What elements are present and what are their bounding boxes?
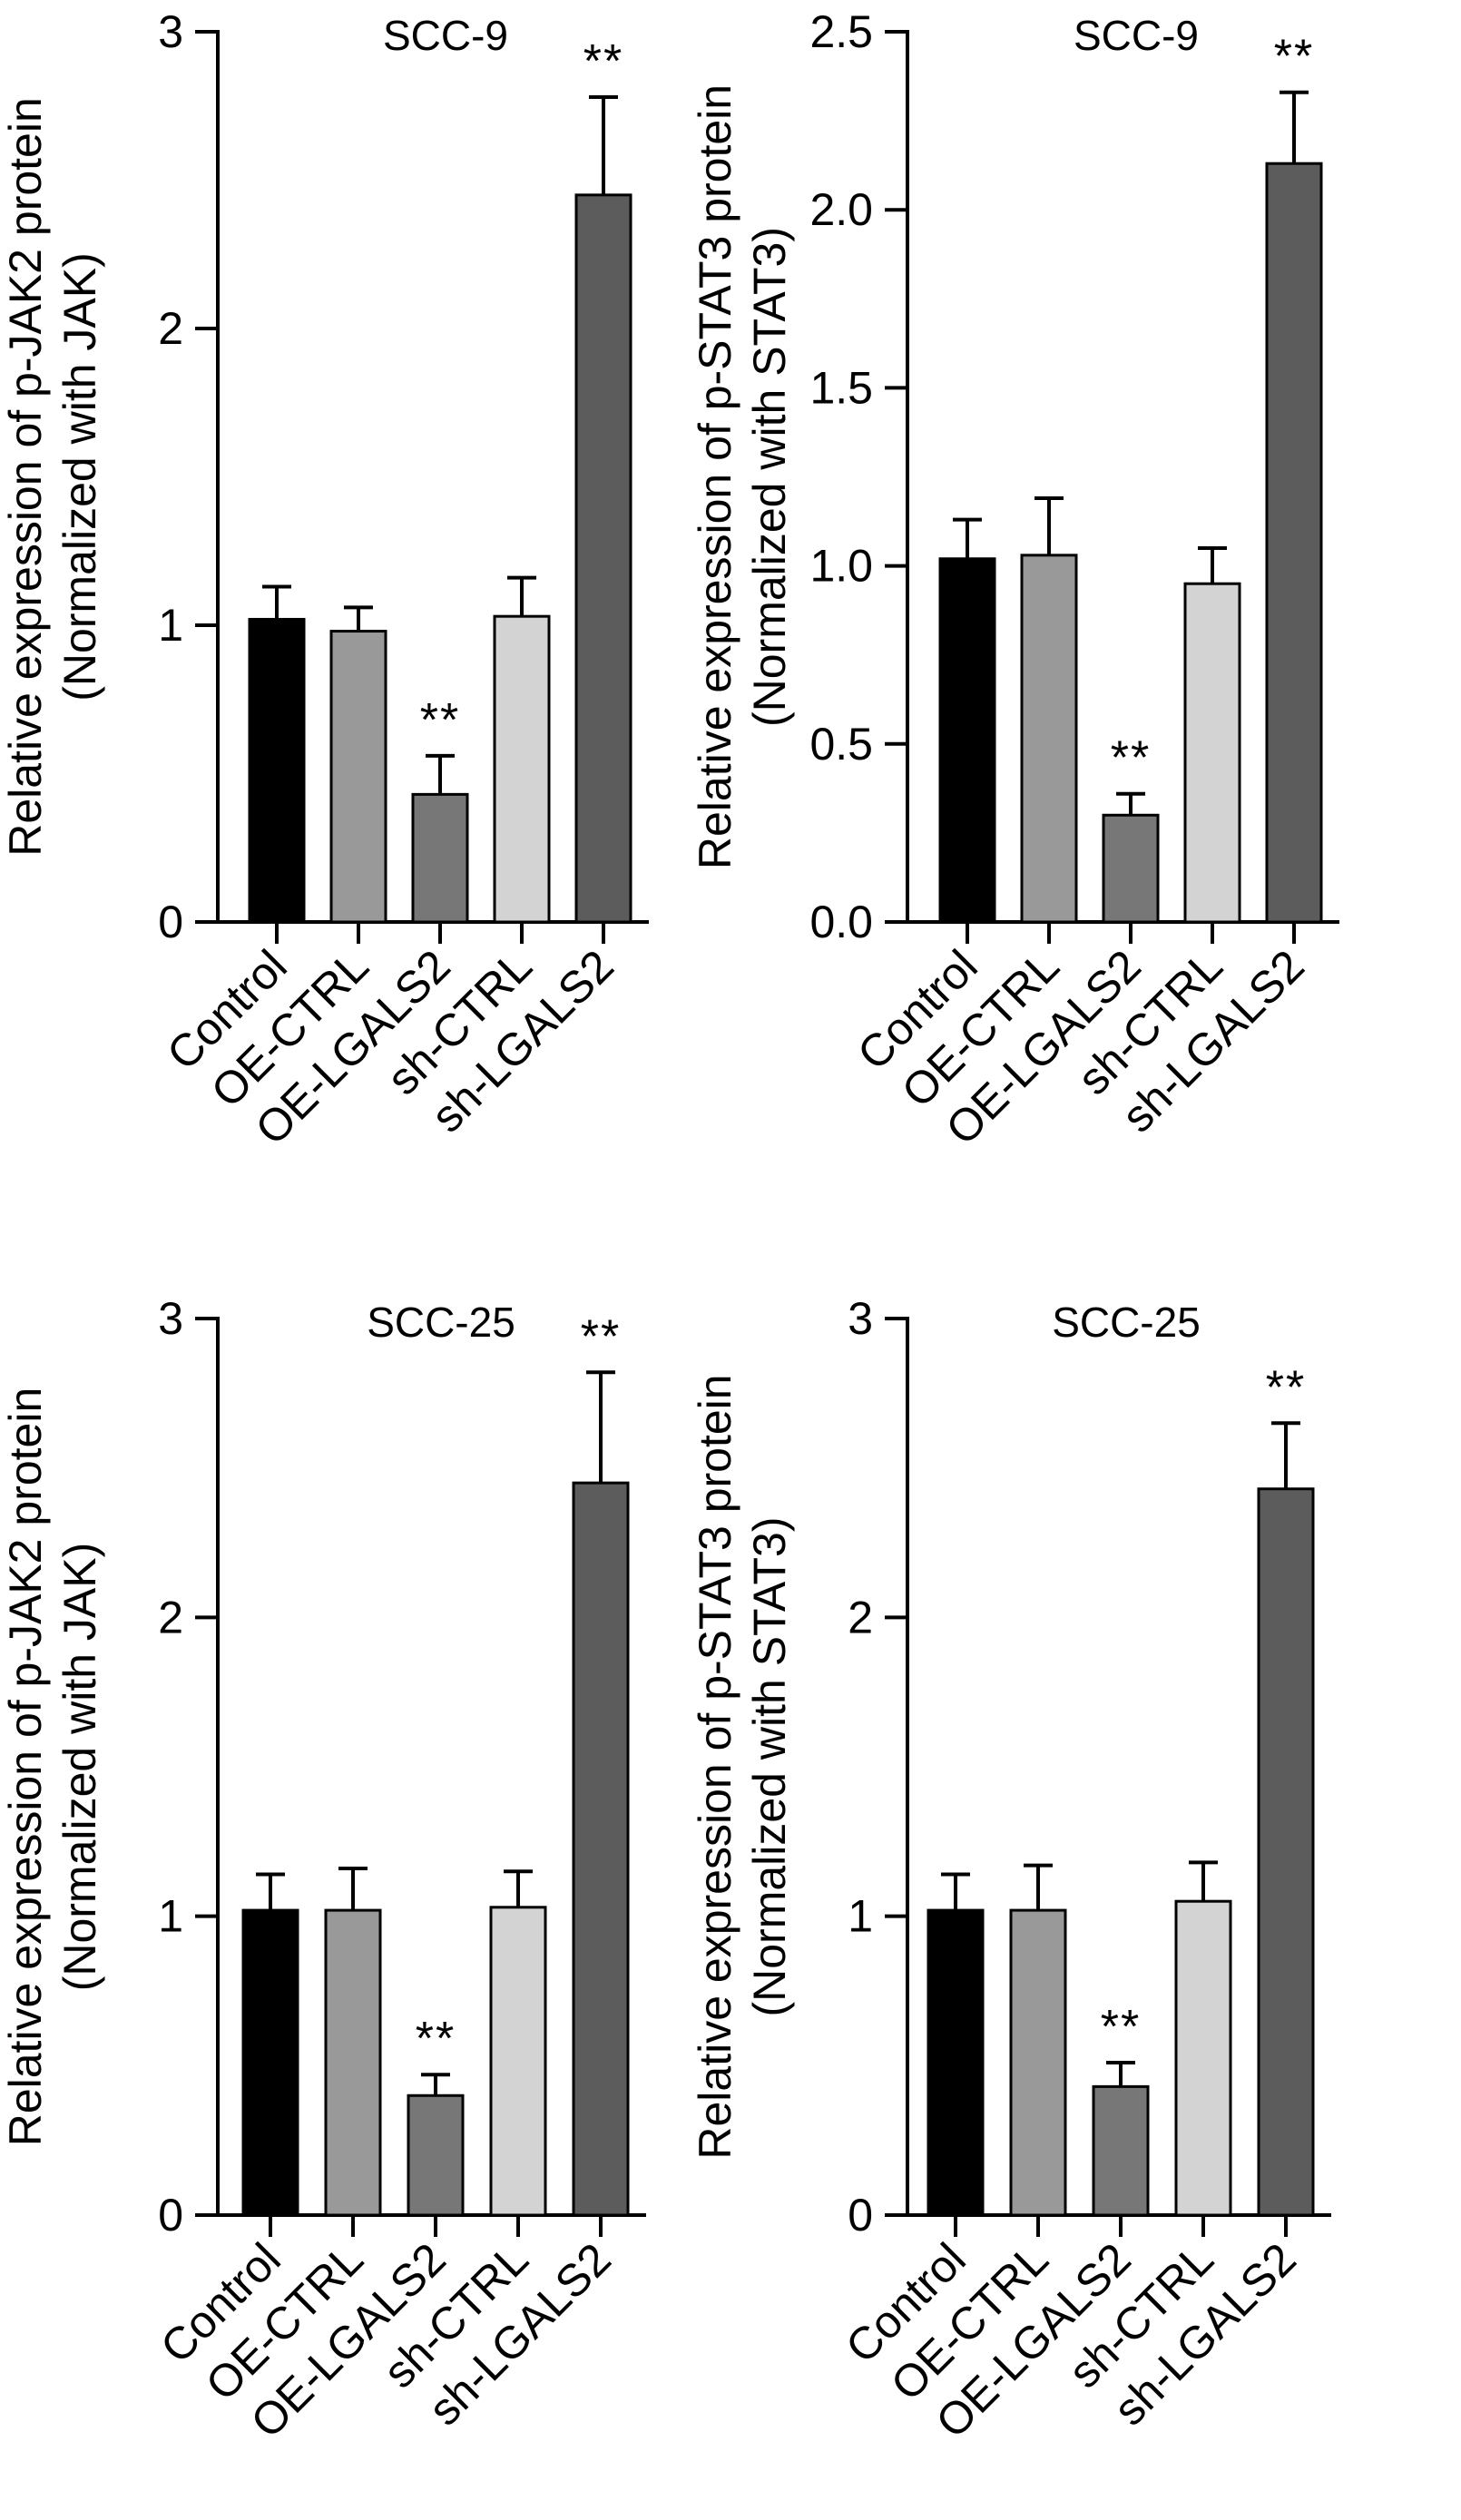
bar-oe-lgals2 [407, 2093, 465, 2217]
panel-title: SCC-25 [367, 1299, 515, 1346]
y-axis-subtitle: (Normalized with STAT3) [744, 1516, 795, 2016]
significance-marker: ** [583, 35, 623, 88]
y-tick-label: 1 [848, 1891, 873, 1942]
y-tick-label: 3 [848, 1293, 873, 1344]
y-tick-label: 2 [158, 303, 183, 354]
bar-sh-lgals2 [1265, 162, 1323, 924]
chart-panel-scc25-stat3: 0123ControlOE-CTRL**OE-LGALS2sh-CTRL**sh… [690, 1293, 1331, 2447]
panel-title: SCC-9 [1074, 12, 1199, 59]
y-axis-subtitle: (Normalized with STAT3) [744, 227, 795, 727]
significance-marker: ** [1266, 1361, 1306, 1414]
bar-oe-ctrl [329, 630, 387, 924]
y-tick-label: 0 [848, 2190, 873, 2241]
bar-control [927, 1908, 985, 2217]
y-axis-subtitle: (Normalized with JAK) [54, 252, 105, 701]
bar-control [241, 1908, 299, 2217]
y-axis-subtitle: (Normalized with JAK) [54, 1543, 105, 1992]
bar-oe-ctrl [324, 1908, 382, 2217]
y-axis-title: Relative expression of p-JAK2 protein [0, 1387, 51, 2147]
bar-sh-lgals2 [574, 193, 632, 924]
y-tick-label: 1.0 [809, 541, 873, 592]
y-tick-label: 2 [158, 1592, 183, 1642]
significance-marker: ** [1101, 2001, 1141, 2054]
significance-marker: ** [420, 694, 460, 747]
panel-title: SCC-9 [383, 12, 508, 59]
y-axis-title: Relative expression of p-JAK2 protein [0, 97, 51, 857]
y-tick-label: 1 [158, 1891, 183, 1942]
y-axis-title: Relative expression of p-STAT3 protein [690, 84, 740, 869]
bar-oe-ctrl [1020, 554, 1078, 924]
bar-control [938, 557, 996, 924]
y-axis-title: Relative expression of p-STAT3 protein [690, 1374, 740, 2159]
significance-marker: ** [581, 1310, 621, 1363]
bar-control [248, 617, 306, 924]
chart-panel-scc25-jak2: 0123ControlOE-CTRL**OE-LGALS2sh-CTRL**sh… [0, 1293, 646, 2447]
significance-marker: ** [1111, 732, 1151, 785]
y-tick-label: 0 [158, 897, 183, 947]
bar-sh-ctrl [1174, 1899, 1232, 2217]
significance-marker: ** [1274, 31, 1314, 83]
bar-oe-lgals2 [1102, 813, 1160, 924]
y-tick-label: 2.0 [809, 184, 873, 235]
y-tick-label: 1.5 [809, 362, 873, 413]
y-tick-label: 0.0 [809, 897, 873, 947]
y-tick-label: 2 [848, 1592, 873, 1642]
bar-sh-lgals2 [572, 1481, 630, 2217]
chart-panel-scc9-jak2: 0123ControlOE-CTRL**OE-LGALS2sh-CTRL**sh… [0, 6, 649, 1154]
y-tick-label: 1 [158, 600, 183, 651]
bar-oe-lgals2 [411, 792, 469, 924]
bar-sh-lgals2 [1257, 1487, 1315, 2217]
y-tick-label: 0 [158, 2190, 183, 2241]
bar-sh-ctrl [1183, 582, 1241, 924]
y-tick-label: 2.5 [809, 6, 873, 57]
y-tick-label: 0.5 [809, 719, 873, 770]
bar-sh-ctrl [489, 1906, 547, 2217]
chart-panel-scc9-stat3: 0.00.51.01.52.02.5ControlOE-CTRL**OE-LGA… [690, 6, 1339, 1154]
panel-title: SCC-25 [1052, 1299, 1201, 1346]
y-tick-label: 3 [158, 6, 183, 57]
bar-sh-ctrl [493, 614, 551, 924]
y-tick-label: 3 [158, 1293, 183, 1344]
bar-oe-ctrl [1009, 1908, 1067, 2217]
significance-marker: ** [416, 2013, 456, 2065]
bar-oe-lgals2 [1092, 2084, 1150, 2217]
